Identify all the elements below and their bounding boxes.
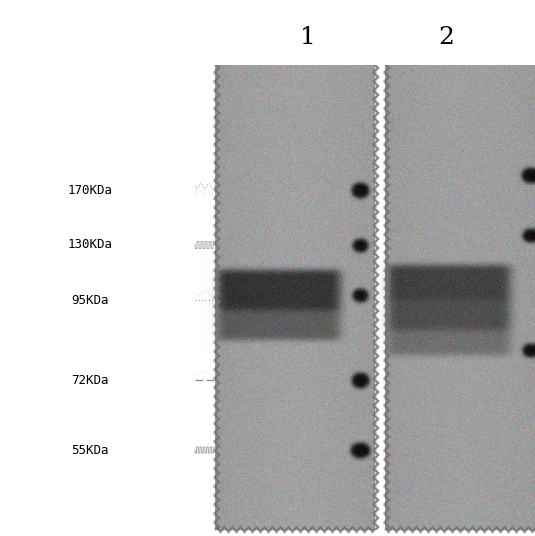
Text: 170KDa: 170KDa [67,183,112,197]
Text: 55KDa: 55KDa [71,443,109,457]
Text: 72KDa: 72KDa [71,374,109,386]
Text: 2: 2 [439,26,455,49]
Text: 95KDa: 95KDa [71,294,109,307]
Text: 1: 1 [300,26,316,49]
Text: 130KDa: 130KDa [67,239,112,251]
